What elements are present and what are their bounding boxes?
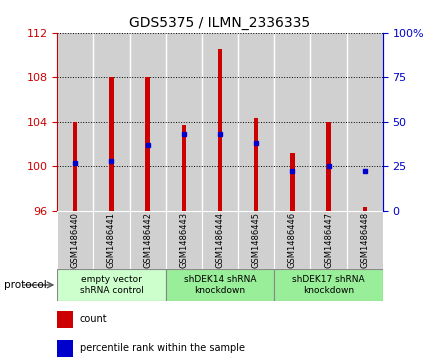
Bar [274, 33, 311, 211]
Bar [274, 269, 383, 301]
Bar [73, 122, 77, 211]
Text: protocol: protocol [4, 280, 47, 290]
Text: GSM1486444: GSM1486444 [216, 212, 224, 268]
Bar [57, 211, 93, 269]
Bar [274, 211, 311, 269]
Text: GSM1486448: GSM1486448 [360, 212, 369, 268]
Text: shDEK14 shRNA
knockdown: shDEK14 shRNA knockdown [184, 275, 256, 295]
Bar [182, 125, 186, 211]
Bar [238, 211, 274, 269]
Bar [218, 49, 222, 211]
Bar [57, 33, 93, 211]
Text: GSM1486441: GSM1486441 [107, 212, 116, 268]
Text: count: count [80, 314, 108, 325]
Bar [57, 311, 73, 328]
Bar [146, 77, 150, 211]
Text: GDS5375 / ILMN_2336335: GDS5375 / ILMN_2336335 [129, 16, 311, 30]
Bar [311, 33, 347, 211]
Text: shDEK17 shRNA
knockdown: shDEK17 shRNA knockdown [292, 275, 365, 295]
Bar [347, 33, 383, 211]
Bar [93, 33, 129, 211]
Bar [129, 211, 166, 269]
Bar [254, 118, 258, 211]
Bar [311, 211, 347, 269]
Bar [166, 269, 274, 301]
Text: percentile rank within the sample: percentile rank within the sample [80, 343, 245, 354]
Bar [57, 340, 73, 357]
Bar [109, 77, 114, 211]
Text: GSM1486443: GSM1486443 [180, 212, 188, 268]
Text: GSM1486446: GSM1486446 [288, 212, 297, 268]
Text: GSM1486440: GSM1486440 [71, 212, 80, 268]
Text: GSM1486447: GSM1486447 [324, 212, 333, 268]
Bar [238, 33, 274, 211]
Text: GSM1486445: GSM1486445 [252, 212, 260, 268]
Bar [57, 269, 166, 301]
Bar [347, 211, 383, 269]
Bar [326, 122, 331, 211]
Text: GSM1486442: GSM1486442 [143, 212, 152, 268]
Text: empty vector
shRNA control: empty vector shRNA control [80, 275, 143, 295]
Bar [202, 33, 238, 211]
Bar [202, 211, 238, 269]
Bar [129, 33, 166, 211]
Bar [93, 211, 129, 269]
Bar [363, 207, 367, 211]
Bar [166, 211, 202, 269]
Bar [290, 153, 294, 211]
Bar [166, 33, 202, 211]
